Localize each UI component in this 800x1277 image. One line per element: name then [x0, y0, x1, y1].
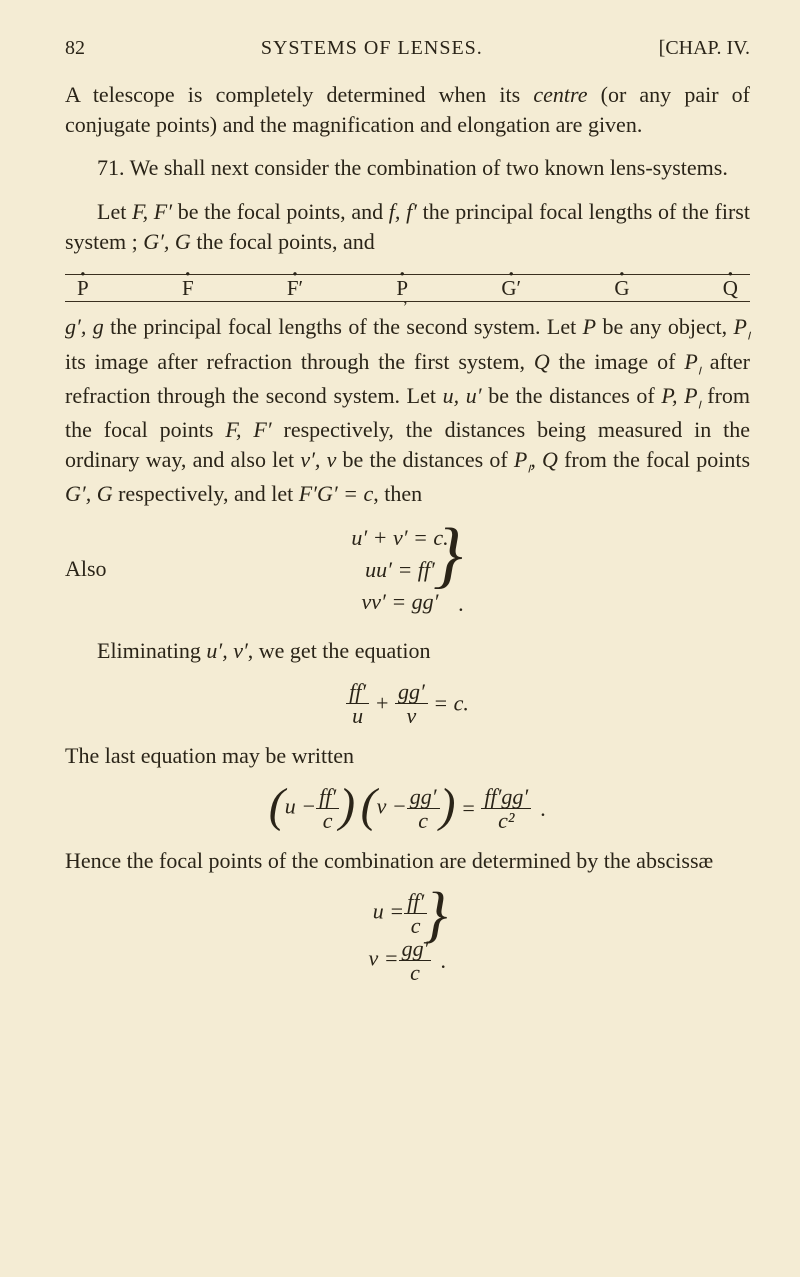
paragraph-hence: Hence the focal points of the combinatio… [65, 846, 750, 876]
chapter-marker: [CHAP. IV. [659, 35, 750, 62]
axis-point-Gprime: G′ [501, 278, 521, 299]
equation-product: (u −ff′c) (v −gg′c) = ff′gg′c² . [65, 785, 750, 832]
paragraph-let: Let F, F′ be the focal points, and f, f′… [65, 197, 750, 256]
eq-line: vv′ = gg′ [361, 589, 438, 614]
equation-abscissae: u =ff′c v =gg′c } . [65, 890, 750, 984]
paragraph-intro: A telescope is completely determined whe… [65, 80, 750, 139]
paragraph-eliminating: Eliminating u′, v′, we get the equation [65, 636, 750, 666]
brace-icon: } [423, 884, 448, 946]
axis-point-F: F [182, 278, 194, 299]
axis-point-Fprime: F′ [287, 278, 303, 299]
page-number: 82 [65, 35, 85, 62]
axis-diagram: P F F′ P G′ G Q [65, 270, 750, 312]
brace-icon: } [433, 518, 463, 592]
page-title: SYSTEMS OF LENSES. [261, 35, 483, 62]
axis-point-G: G [614, 278, 629, 299]
equation-fraction-sum: ff′u + gg′v = c. [65, 680, 750, 727]
axis-point-P1: P [77, 278, 89, 299]
axis-point-Q: Q [723, 278, 738, 299]
paragraph-71: 71. We shall next consider the combinati… [65, 153, 750, 183]
equation-system-1: Also u′ + v′ = c. uu′ = ff′ vv′ = gg′ } … [65, 522, 750, 622]
axis-point-P2: P [396, 278, 408, 299]
paragraph-lasteq: The last equation may be written [65, 741, 750, 771]
page-header: 82 SYSTEMS OF LENSES. [CHAP. IV. [65, 35, 750, 62]
paragraph-gprime: g′, g the principal focal lengths of the… [65, 312, 750, 508]
also-label: Also [65, 553, 107, 585]
eq-line: uu′ = ff′ [365, 557, 435, 582]
